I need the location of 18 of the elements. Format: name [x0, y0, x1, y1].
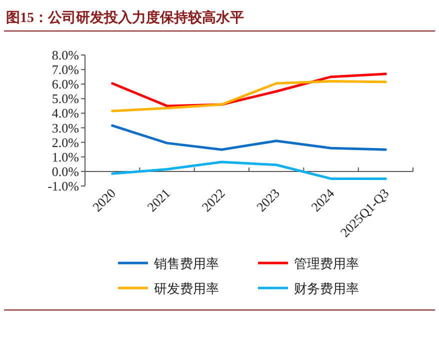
line-series	[111, 80, 387, 112]
line-series	[111, 124, 387, 151]
y-tick-label: 4.0%	[52, 106, 80, 121]
legend-label: 财务费用率	[294, 281, 359, 296]
y-tick-label: 6.0%	[52, 76, 80, 92]
y-tick-label: 8.0%	[52, 48, 80, 62]
y-tick-label: -1.0%	[48, 178, 80, 194]
y-tick-label: 5.0%	[52, 91, 80, 106]
legend-label: 销售费用率	[153, 256, 219, 271]
y-tick-label: 1.0%	[52, 149, 80, 164]
y-tick-label: 3.0%	[52, 120, 80, 136]
legend-label: 研发费用率	[154, 281, 219, 296]
line-series	[111, 160, 387, 180]
chart-title: 图15：公司研发投入力度保持较高水平	[6, 9, 244, 26]
y-tick-label: 2.0%	[52, 134, 80, 150]
y-tick-label: 7.0%	[52, 62, 80, 78]
y-tick-label: 0.0%	[52, 164, 80, 179]
legend-label: 管理费用率	[294, 256, 359, 271]
